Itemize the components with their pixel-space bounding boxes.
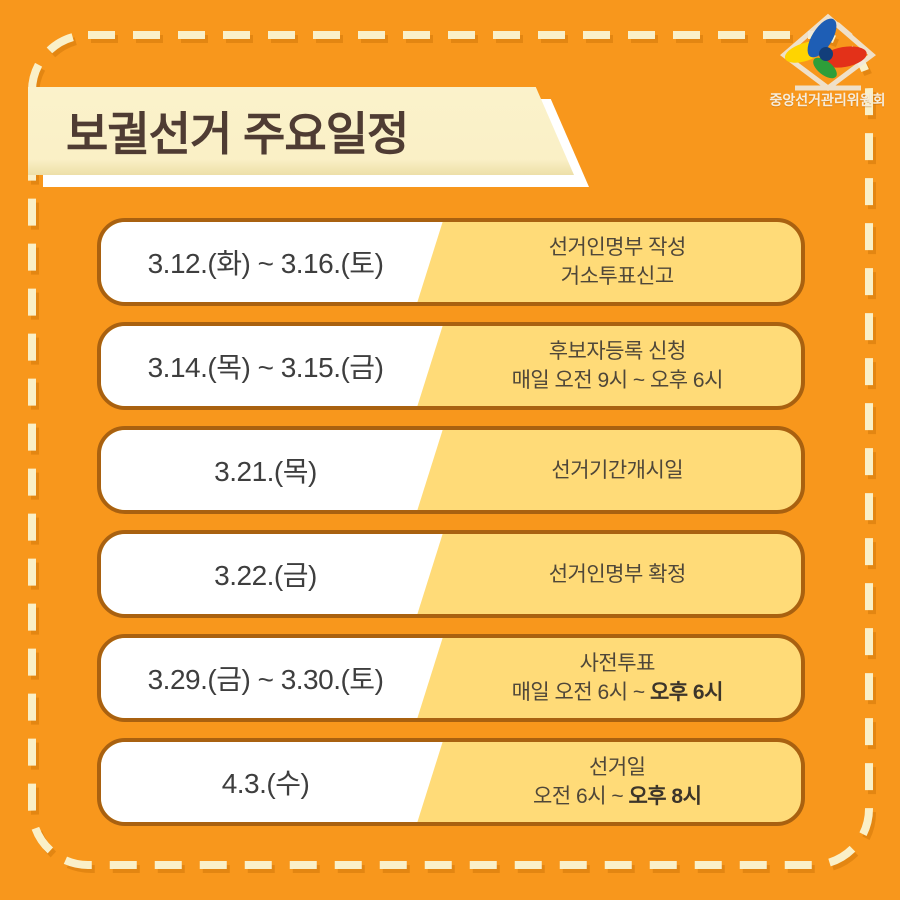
schedule-row-date-panel: [101, 534, 443, 614]
nec-logo: 중앙선거관리위원회: [755, 12, 900, 110]
schedule-row-date-panel: [101, 326, 443, 406]
schedule-description-line2: 오전 6시 ~ 오후 8시: [533, 785, 702, 808]
schedule-date: 4.3.(수): [221, 768, 310, 799]
schedule-description: 사전투표 매일 오전 6시 ~ 오후 6시: [444, 638, 791, 718]
schedule-description-line1: 선거일: [589, 756, 646, 779]
dashed-border: [28, 31, 873, 869]
schedule-row: 3.12.(화) ~ 3.16.(토) 선거인명부 작성 거소투표신고: [97, 218, 805, 306]
schedule-row-date-panel: [101, 742, 443, 822]
schedule-row: 3.22.(금) 선거인명부 확정: [97, 530, 805, 618]
schedule-row: 3.14.(목) ~ 3.15.(금) 후보자등록 신청 매일 오전 9시 ~ …: [97, 322, 805, 410]
schedule-row-date-panel: [101, 430, 443, 510]
schedule-description: 후보자등록 신청 매일 오전 9시 ~ 오후 6시: [444, 326, 791, 406]
nec-logo-text: 중앙선거관리위원회: [769, 92, 886, 108]
schedule-date: 3.22.(금): [214, 560, 317, 591]
schedule-row: 3.21.(목) 선거기간개시일: [97, 426, 805, 514]
schedule-row: 3.29.(금) ~ 3.30.(토) 사전투표 매일 오전 6시 ~ 오후 6…: [97, 634, 805, 722]
schedule-description: 선거기간개시일: [444, 430, 791, 510]
schedule-row-date-panel: [101, 222, 443, 302]
ballot-box-bird-icon: [779, 13, 876, 92]
schedule-description: 선거일 오전 6시 ~ 오후 8시: [444, 742, 791, 822]
schedule-description-line1: 선거인명부 확정: [548, 562, 687, 586]
schedule-list: 3.12.(화) ~ 3.16.(토) 선거인명부 작성 거소투표신고 3.14…: [97, 218, 805, 826]
schedule-description-line1: 선거인명부 작성: [548, 236, 687, 259]
schedule-description-line1: 선거기간개시일: [551, 458, 684, 482]
schedule-description-line2: 거소투표신고: [560, 265, 674, 288]
schedule-description: 선거인명부 확정: [444, 534, 791, 614]
schedule-date: 3.21.(목): [214, 456, 317, 487]
schedule-description-line2: 매일 오전 6시 ~ 오후 6시: [511, 681, 724, 704]
schedule-description-line1: 후보자등록 신청: [548, 340, 687, 363]
schedule-date: 3.12.(화) ~ 3.16.(토): [147, 248, 384, 279]
schedule-row-date-panel: [101, 638, 443, 718]
schedule-row: 4.3.(수) 선거일 오전 6시 ~ 오후 8시: [97, 738, 805, 826]
title-banner: 보궐선거 주요일정: [28, 87, 574, 175]
schedule-description-line2: 매일 오전 9시 ~ 오후 6시: [511, 369, 724, 392]
schedule-description: 선거인명부 작성 거소투표신고: [444, 222, 791, 302]
page-title: 보궐선거 주요일정: [66, 108, 409, 160]
schedule-date: 3.29.(금) ~ 3.30.(토): [147, 664, 384, 695]
schedule-date: 3.14.(목) ~ 3.15.(금): [147, 352, 384, 383]
schedule-description-line1: 사전투표: [579, 652, 656, 675]
